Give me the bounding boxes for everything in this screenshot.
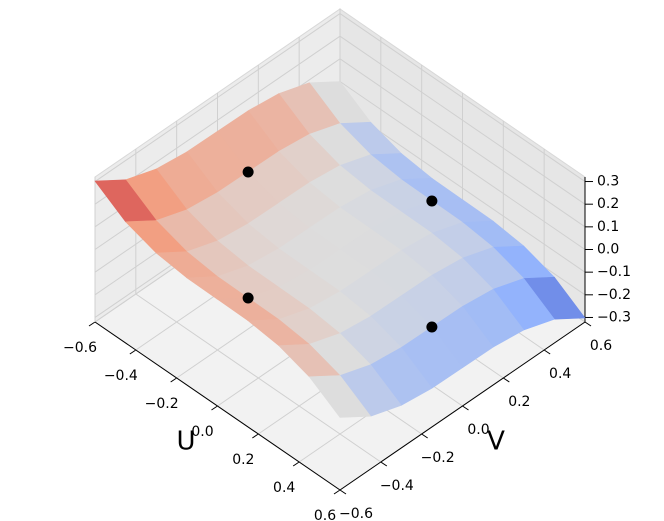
- y-tick: [543, 349, 551, 355]
- y-tick-label: −0.6: [339, 506, 373, 521]
- x-tick-label: −0.4: [104, 368, 138, 384]
- surface-patch: [308, 375, 372, 418]
- y-axis-label: V: [487, 427, 505, 457]
- z-tick-label: 0.0: [597, 242, 619, 258]
- z-tick-label: 0.3: [597, 174, 619, 190]
- x-tick: [292, 461, 300, 467]
- point: [426, 195, 438, 207]
- grid-line: [339, 81, 586, 250]
- z-tick-label: −0.3: [597, 309, 631, 325]
- y-tick: [380, 461, 388, 467]
- x-tick-label: −0.6: [63, 340, 97, 356]
- grid-line: [94, 13, 341, 182]
- axis-line: [339, 321, 586, 491]
- grid-line: [339, 35, 586, 205]
- y-tick-label: 0.0: [467, 422, 489, 438]
- grid-line: [339, 103, 586, 273]
- z-tick-label: 0.2: [597, 196, 619, 212]
- y-tick-label: −0.2: [421, 450, 455, 466]
- x-tick-label: 0.0: [191, 424, 213, 440]
- x-axis-label: U: [176, 427, 195, 457]
- y-tick-label: −0.4: [380, 478, 414, 494]
- y-tick: [503, 377, 510, 383]
- y-tick: [584, 321, 592, 327]
- z-tick-label: −0.2: [597, 287, 631, 303]
- point: [426, 321, 438, 333]
- point: [242, 166, 254, 178]
- y-tick: [462, 405, 469, 411]
- x-tick: [333, 489, 341, 495]
- z-tick-label: −0.1: [597, 264, 631, 280]
- grid-line: [339, 58, 586, 228]
- z-tick-label: 0.1: [597, 219, 619, 235]
- x-tick: [88, 321, 96, 327]
- x-tick: [211, 405, 218, 411]
- y-tick: [421, 433, 428, 439]
- grid-line: [339, 13, 586, 182]
- x-tick-label: −0.2: [145, 396, 179, 412]
- x-tick: [170, 377, 177, 383]
- x-tick: [129, 349, 137, 355]
- y-tick-label: 0.4: [549, 366, 571, 382]
- x-tick-label: 0.2: [232, 452, 254, 468]
- axis-line: [94, 321, 341, 491]
- x-tick-label: 0.4: [273, 480, 295, 496]
- y-tick: [339, 489, 347, 495]
- grid-line: [135, 293, 382, 463]
- x-tick-label: 0.6: [314, 508, 336, 521]
- y-tick-label: 0.6: [590, 338, 612, 354]
- y-tick-label: 0.2: [508, 394, 530, 410]
- point: [242, 292, 254, 304]
- x-tick: [252, 433, 259, 439]
